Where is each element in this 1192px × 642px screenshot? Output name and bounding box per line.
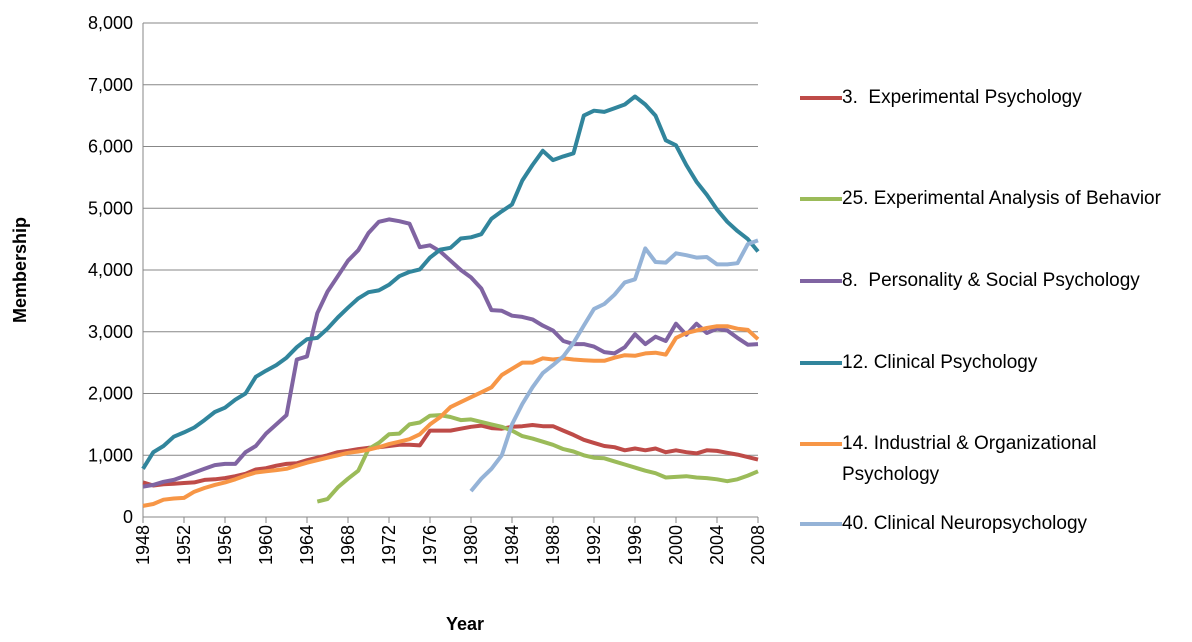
- series-line: [142, 217, 759, 489]
- legend-swatch: [800, 96, 842, 100]
- y-tick-label: 5,000: [88, 198, 133, 218]
- plot: Year Membership 0 1,000 2,000 3,000 4,000 5,0…: [10, 13, 768, 634]
- x-tick-label: 1948: [133, 525, 153, 565]
- x-tick-label: 1968: [338, 525, 358, 565]
- y-axis-title: Membership: [10, 217, 30, 323]
- series-line: [469, 238, 759, 493]
- y-tick-label: 3,000: [88, 322, 133, 342]
- x-tick-label: 1980: [461, 525, 481, 565]
- legend-swatch: [800, 442, 842, 446]
- y-tick-label: 7,000: [88, 75, 133, 95]
- x-axis-title: Year: [446, 614, 484, 634]
- legend-label: 14. Industrial & Organizational Psycholo…: [842, 433, 1102, 485]
- y-tick-label: 2,000: [88, 384, 133, 404]
- legend-label: 8. Personality & Social Psychology: [842, 270, 1140, 291]
- y-tick-label: 4,000: [88, 260, 133, 280]
- y-tick-label: 1,000: [88, 445, 133, 465]
- legend-item: 12. Clinical Psychology: [800, 347, 1190, 378]
- legend-item: 40. Clinical Neuropsychology: [800, 508, 1190, 539]
- legend-label: 25. Experimental Analysis of Behavior: [842, 188, 1161, 209]
- x-tick-label: 2000: [666, 525, 686, 565]
- x-tick-label: 1976: [420, 525, 440, 565]
- x-tick-label: 1972: [379, 525, 399, 565]
- legend-swatch: [800, 279, 842, 283]
- legend-swatch: [800, 361, 842, 365]
- legend-label: 3. Experimental Psychology: [842, 87, 1082, 108]
- series-line: [142, 324, 760, 508]
- series-line: [316, 413, 759, 504]
- x-tick-label: 1956: [215, 525, 235, 565]
- x-tick-label: 2008: [748, 525, 768, 565]
- y-tick-label: 0: [123, 507, 133, 527]
- legend-item: 14. Industrial & Organizational Psycholo…: [800, 428, 1190, 490]
- x-tick-label: 1964: [297, 525, 317, 565]
- legend-label: 12. Clinical Psychology: [842, 352, 1038, 373]
- legend-item: 25. Experimental Analysis of Behavior: [800, 183, 1190, 214]
- y-tick-label: 8,000: [88, 13, 133, 33]
- legend-item: 8. Personality & Social Psychology: [800, 265, 1190, 296]
- y-tick-label: 6,000: [88, 137, 133, 157]
- legend-swatch: [800, 197, 842, 201]
- x-tick-label: 1992: [584, 525, 604, 565]
- series-line: [141, 94, 760, 470]
- legend-item: 3. Experimental Psychology: [800, 82, 1190, 113]
- legend-label: 40. Clinical Neuropsychology: [842, 513, 1088, 534]
- x-tick-label: 1988: [543, 525, 563, 565]
- x-tick-label: 1952: [174, 525, 194, 565]
- legend-swatch: [800, 522, 842, 526]
- x-tick-label: 1996: [625, 525, 645, 565]
- x-tick-label: 2004: [707, 525, 727, 565]
- x-tick-label: 1984: [502, 525, 522, 565]
- x-tick-label: 1960: [256, 525, 276, 565]
